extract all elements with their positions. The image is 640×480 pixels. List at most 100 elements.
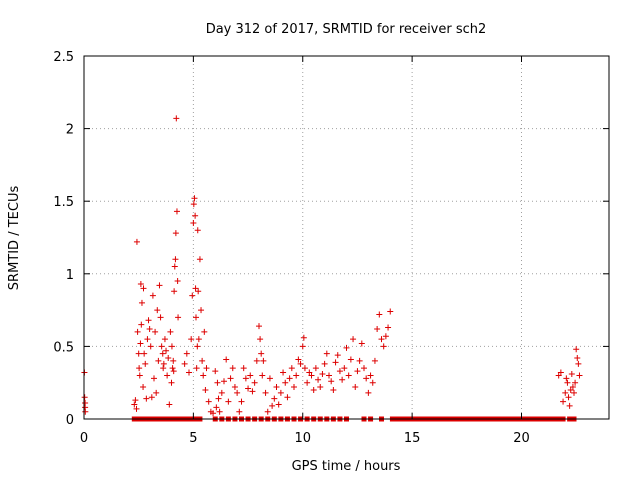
data-point xyxy=(227,375,234,382)
data-point xyxy=(275,401,282,408)
data-point xyxy=(168,343,175,350)
data-point xyxy=(148,394,155,401)
data-point xyxy=(323,350,330,357)
data-point xyxy=(137,280,144,287)
data-point xyxy=(269,402,276,409)
data-point xyxy=(135,350,142,357)
data-point xyxy=(247,372,254,379)
data-point xyxy=(308,372,315,379)
data-point xyxy=(170,357,177,364)
data-point xyxy=(238,398,245,405)
data-point xyxy=(256,323,262,330)
data-point xyxy=(158,343,165,350)
data-point xyxy=(202,386,209,393)
data-point xyxy=(154,307,161,314)
data-point xyxy=(356,357,363,364)
data-point xyxy=(215,395,222,402)
y-tick-label: 0.5 xyxy=(53,340,74,355)
data-point xyxy=(214,379,221,386)
data-point xyxy=(189,292,196,299)
data-point xyxy=(231,384,238,391)
data-point xyxy=(218,389,225,396)
data-point xyxy=(161,336,168,343)
data-point xyxy=(190,219,197,226)
x-tick-label: 20 xyxy=(513,431,530,446)
data-point xyxy=(299,343,306,350)
data-point xyxy=(147,343,154,350)
data-point xyxy=(571,389,577,396)
data-point xyxy=(82,408,89,415)
data-point xyxy=(330,386,337,393)
data-point xyxy=(358,340,365,347)
data-point xyxy=(153,389,160,396)
data-point xyxy=(212,368,219,375)
data-point xyxy=(223,356,230,363)
data-point xyxy=(149,292,156,299)
data-point xyxy=(310,386,317,393)
data-point xyxy=(157,314,164,321)
data-point xyxy=(560,398,567,405)
data-point xyxy=(156,282,163,289)
data-point xyxy=(259,372,266,379)
data-point xyxy=(282,379,289,386)
data-point xyxy=(343,344,350,351)
data-point xyxy=(131,401,138,408)
data-point xyxy=(136,372,143,379)
data-point xyxy=(193,314,199,321)
data-point xyxy=(190,201,197,208)
data-point xyxy=(354,368,361,375)
data-point xyxy=(173,115,180,122)
data-point xyxy=(280,369,287,376)
data-point xyxy=(201,328,208,335)
data-point xyxy=(133,238,140,245)
data-point xyxy=(352,384,359,391)
y-tick-label: 2.5 xyxy=(53,50,74,65)
data-point xyxy=(264,408,271,415)
data-point xyxy=(562,389,569,396)
data-point xyxy=(171,263,178,270)
data-point xyxy=(569,384,576,391)
data-point xyxy=(365,389,372,396)
data-point xyxy=(563,375,570,382)
data-point xyxy=(141,350,148,357)
data-point xyxy=(174,278,181,285)
data-point xyxy=(300,334,307,341)
data-point xyxy=(564,379,571,386)
data-point xyxy=(361,365,367,372)
data-point xyxy=(167,328,174,335)
data-point xyxy=(273,384,280,391)
data-point xyxy=(245,385,252,392)
plot-frame xyxy=(83,55,610,420)
data-point xyxy=(171,288,178,295)
data-point xyxy=(253,357,260,364)
data-point xyxy=(229,365,236,372)
x-tick-label: 15 xyxy=(404,431,421,446)
data-point xyxy=(345,372,352,379)
data-point xyxy=(317,384,324,391)
data-point xyxy=(143,395,150,402)
data-point xyxy=(138,321,145,328)
y-tick-label: 0 xyxy=(66,413,74,428)
data-point xyxy=(194,227,201,234)
data-point xyxy=(380,343,387,350)
data-point xyxy=(576,372,583,379)
data-point xyxy=(168,379,175,386)
data-point xyxy=(169,365,176,372)
data-point xyxy=(301,365,308,372)
data-point xyxy=(374,325,381,332)
data-point xyxy=(258,350,265,357)
data-point xyxy=(172,230,179,237)
data-point xyxy=(81,394,88,401)
data-point xyxy=(140,285,147,292)
data-point xyxy=(134,328,141,335)
data-point xyxy=(284,394,291,401)
x-tick-label: 10 xyxy=(294,431,311,446)
data-point xyxy=(367,372,374,379)
data-point xyxy=(133,405,140,412)
x-tick-label: 0 xyxy=(80,431,88,446)
data-point xyxy=(210,410,217,417)
data-point xyxy=(137,340,144,347)
data-point xyxy=(159,350,166,357)
data-point xyxy=(191,195,198,202)
